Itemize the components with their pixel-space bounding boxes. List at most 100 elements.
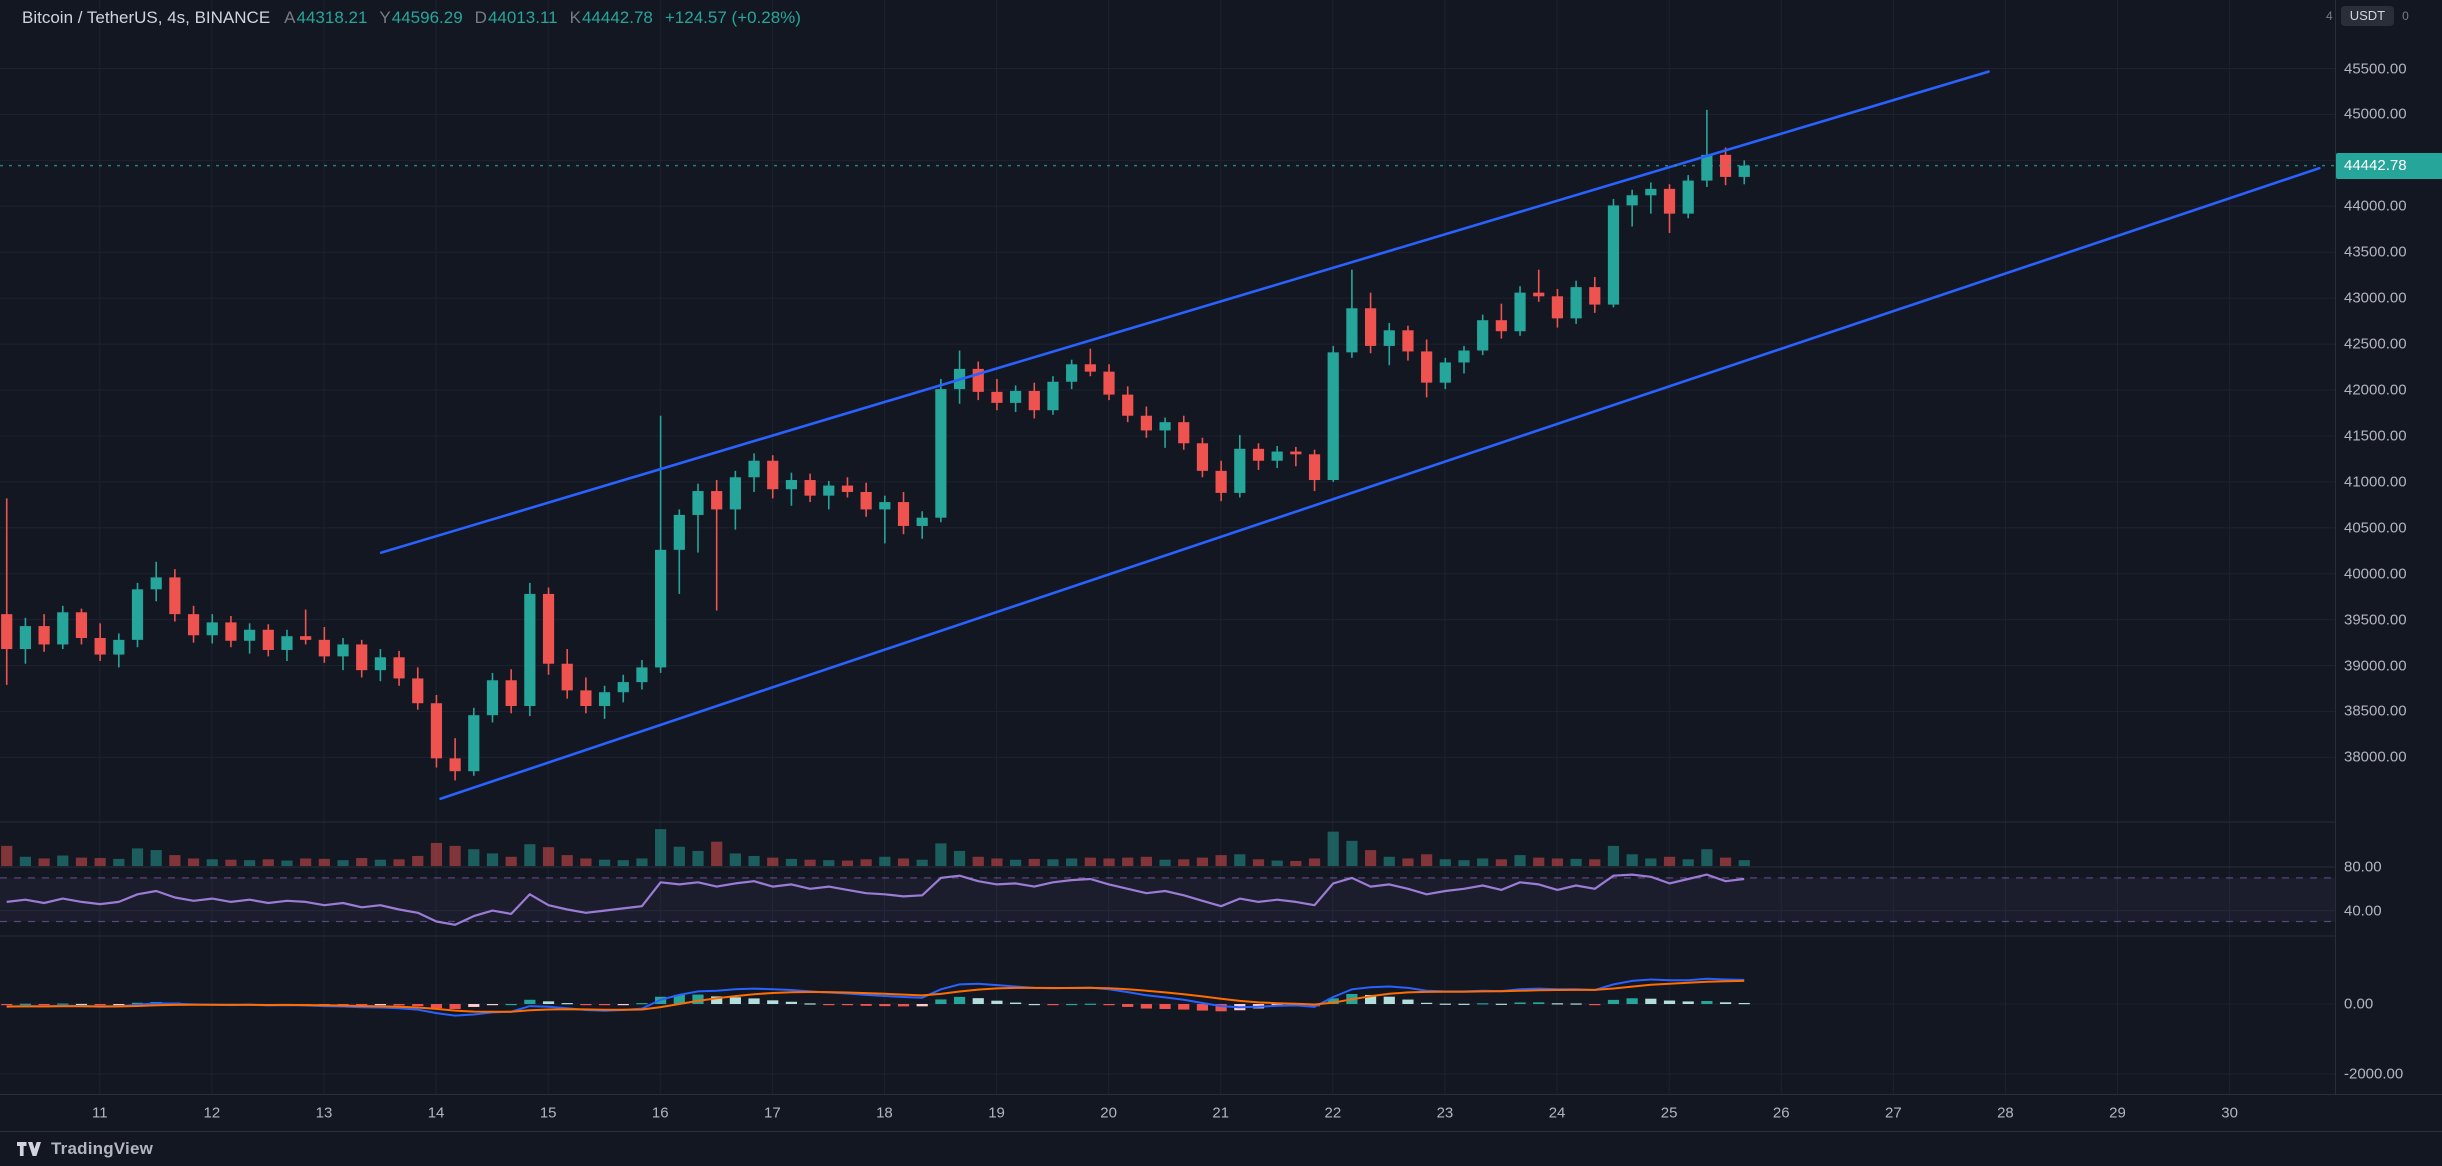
- axis-tick-label: 41500.00: [2344, 427, 2407, 445]
- time-tick-label: 23: [1436, 1104, 1454, 1122]
- volume-bar: [225, 859, 237, 866]
- macd-histogram-bar: [1458, 1003, 1470, 1005]
- volume-bar: [916, 859, 928, 866]
- volume-bar: [19, 856, 32, 866]
- volume-bar: [823, 860, 835, 866]
- chart-canvas[interactable]: [0, 0, 2335, 1094]
- tradingview-logo-icon[interactable]: [16, 1140, 42, 1158]
- volume-bar: [356, 858, 368, 866]
- volume-bar: [1140, 856, 1152, 866]
- macd-histogram-bar: [374, 1004, 386, 1006]
- symbol-title[interactable]: Bitcoin / TetherUS, 4s, BINANCE: [22, 8, 271, 27]
- currency-toggle[interactable]: USDT: [2340, 6, 2395, 26]
- candle-body: [1, 614, 13, 650]
- candle-body: [711, 491, 723, 510]
- candle-body: [1140, 415, 1152, 431]
- axis-tick-label: 39000.00: [2344, 657, 2407, 675]
- macd-histogram-bar: [767, 1000, 779, 1005]
- macd-histogram-bar: [1066, 1003, 1078, 1006]
- volume-bar: [430, 842, 443, 866]
- macd-histogram-bar: [1738, 1002, 1750, 1005]
- volume-bar: [1589, 859, 1601, 866]
- time-tick-label: 25: [1660, 1104, 1678, 1122]
- candle-body: [206, 622, 218, 636]
- candle-body: [617, 682, 629, 693]
- volume-bar: [561, 855, 573, 866]
- macd-line: [6, 977, 1745, 1017]
- volume-bar: [169, 855, 181, 866]
- time-axis[interactable]: 11 12 13 14 15 16 17 18 19 20 21 22 23 24 25 26 27 28 29 30: [0, 1094, 2442, 1131]
- volume-bar: [1533, 857, 1545, 866]
- candle-body: [897, 502, 910, 526]
- candle-body: [1290, 451, 1302, 455]
- macd-histogram-bar: [19, 1003, 32, 1005]
- macd-histogram-bar: [1159, 1004, 1171, 1009]
- volume-bar: [1047, 859, 1059, 866]
- candle-body: [1346, 308, 1358, 353]
- volume-bar: [206, 859, 218, 866]
- candle-body: [75, 612, 88, 639]
- macd-histogram-bar: [729, 997, 741, 1005]
- volume-bar: [468, 849, 480, 866]
- brand-text[interactable]: TradingView: [51, 1139, 154, 1158]
- time-tick-label: 16: [651, 1104, 669, 1122]
- volume-bar: [1103, 858, 1115, 866]
- macd-histogram-bar: [1421, 1002, 1433, 1005]
- volume-bar: [1364, 850, 1377, 866]
- candle-body: [1234, 448, 1246, 493]
- candle-body: [542, 593, 555, 664]
- axis-tick-label: 45000.00: [2344, 105, 2407, 123]
- volume-bar: [1663, 856, 1676, 866]
- macd-histogram-bar: [356, 1004, 368, 1006]
- axis-tick-label: 0.00: [2344, 995, 2374, 1013]
- macd-histogram-bar: [38, 1004, 50, 1006]
- candle-body: [1607, 205, 1620, 305]
- candle-body: [524, 593, 536, 706]
- macd-histogram-bar: [636, 1003, 648, 1005]
- close-value: K 44442.78: [569, 8, 653, 27]
- candle-body: [1327, 352, 1339, 481]
- volume-bar: [636, 858, 648, 866]
- candle-body: [57, 612, 69, 645]
- candle-body: [860, 491, 872, 510]
- candle-body: [1626, 195, 1638, 206]
- candle-body: [1084, 364, 1096, 372]
- candle-body: [1477, 320, 1489, 351]
- volume-bar: [1028, 858, 1040, 866]
- time-tick-label: 24: [1548, 1104, 1566, 1122]
- candle-body: [169, 577, 181, 615]
- volume-bar: [1458, 860, 1470, 866]
- last-price-badge: 44442.78: [2336, 152, 2442, 179]
- open-label: A: [284, 8, 296, 27]
- candle-body: [916, 517, 928, 526]
- time-tick-label: 20: [1100, 1104, 1117, 1122]
- candle-body: [94, 638, 106, 655]
- volume-bar: [38, 858, 50, 866]
- macd-histogram-bar: [785, 1001, 798, 1005]
- volume-bar: [841, 860, 854, 866]
- volume-bar: [449, 845, 461, 866]
- macd-histogram-bar: [1196, 1004, 1209, 1011]
- volume-bar: [655, 829, 667, 866]
- candle-body: [785, 480, 798, 490]
- volume-bar: [1308, 858, 1321, 866]
- volume-bar: [748, 855, 760, 866]
- volume-bar: [767, 857, 779, 866]
- price-axis[interactable]: 45500.0045000.0044500.0044000.0043500.00…: [2335, 0, 2442, 1094]
- volume-bar: [897, 858, 910, 866]
- time-tick-label: 21: [1212, 1104, 1230, 1122]
- macd-histogram-bar: [1, 1004, 13, 1006]
- candle-body: [412, 678, 424, 704]
- macd-histogram-bar: [916, 1004, 928, 1007]
- ohlc-values: A 44318.21 Y 44596.29 D 44013.11 K 44442…: [284, 8, 801, 28]
- low-label: D: [474, 8, 487, 27]
- axis-tick-label: 45500.00: [2344, 60, 2407, 78]
- macd-histogram-bar: [1514, 1002, 1526, 1005]
- volume-bar: [1010, 859, 1022, 866]
- macd-histogram-bar: [1626, 998, 1638, 1005]
- macd-histogram-bar: [1477, 1003, 1489, 1005]
- rsi-band-fill: [0, 877, 2335, 922]
- candle-body: [1364, 308, 1377, 346]
- close-label: K: [569, 8, 581, 27]
